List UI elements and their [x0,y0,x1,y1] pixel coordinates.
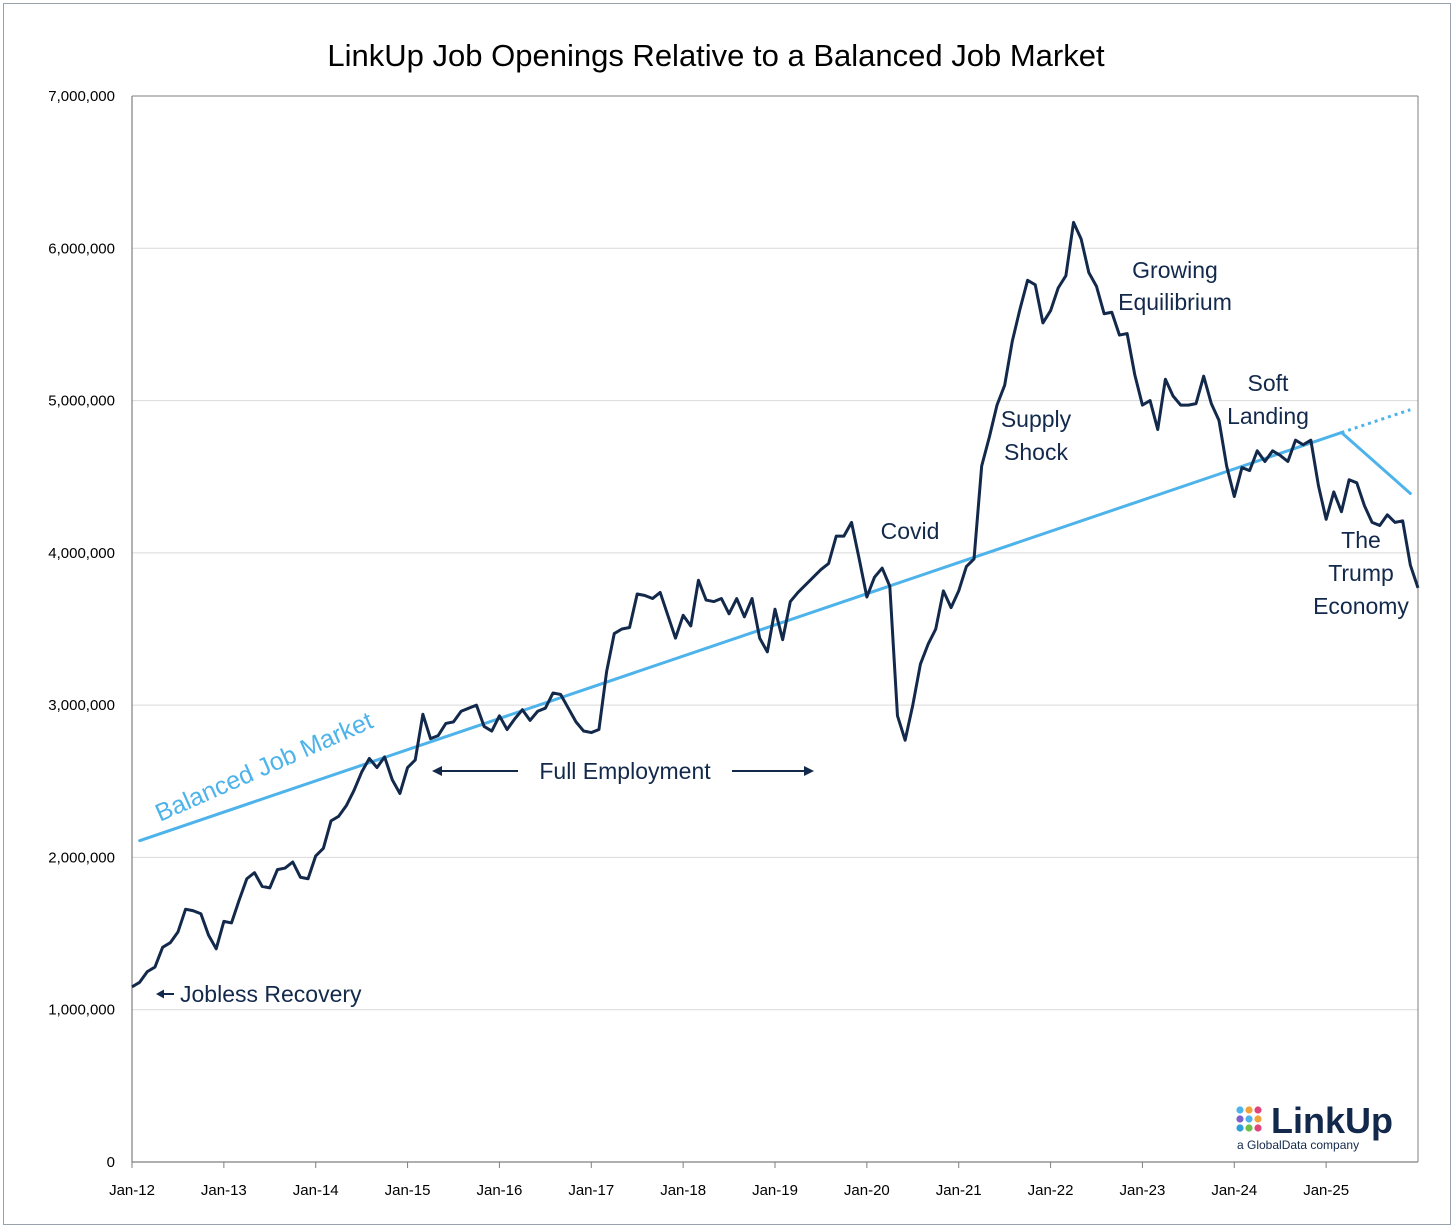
full-employment-right-arrow [732,766,814,776]
x-tick-label: Jan-19 [752,1182,798,1199]
logo-dot [1245,1115,1253,1123]
supply-shock-label-line1: Supply [1001,406,1072,432]
x-tick-label: Jan-13 [201,1182,247,1199]
logo-dot [1254,1115,1262,1123]
growing-equilibrium-label-line1: Growing [1132,257,1218,283]
x-tick-label: Jan-12 [109,1182,155,1199]
covid-label: Covid [881,518,940,544]
linkup-logo: LinkUp a GlobalData company [1236,1100,1393,1152]
logo-tagline: a GlobalData company [1237,1138,1359,1152]
logo-dot [1236,1106,1244,1114]
x-tick-label: Jan-24 [1211,1182,1257,1199]
y-axis-ticks: 0 1,000,000 2,000,000 3,000,000 4,000,000 5,0… [48,88,115,1171]
gridlines [132,95,1418,1011]
x-tick-label: Jan-21 [936,1182,982,1199]
series-lines [131,220,1420,989]
logo-dot [1245,1106,1253,1114]
jobless-recovery-label: Jobless Recovery [180,981,362,1007]
x-tick-label: Jan-14 [293,1182,339,1199]
soft-landing-label-line1: Soft [1248,370,1290,396]
x-tick-label: Jan-22 [1028,1182,1074,1199]
trump-economy-label-line3: Economy [1313,593,1409,619]
logo-dots-icon [1236,1106,1262,1132]
y-tick-label: 0 [107,1154,115,1171]
logo-dot [1254,1124,1262,1132]
trump-economy-label-line2: Trump [1328,560,1394,586]
x-tick-label: Jan-18 [660,1182,706,1199]
y-tick-label: 4,000,000 [48,545,115,562]
y-tick-label: 3,000,000 [48,697,115,714]
x-axis-ticks: Jan-12 Jan-13 Jan-14 Jan-15 Jan-16 Jan-17 Jan-… [109,1162,1349,1199]
logo-dot [1236,1124,1244,1132]
x-tick-label: Jan-23 [1119,1182,1165,1199]
logo-dot [1236,1115,1244,1123]
chart-frame [3,3,1451,1225]
y-tick-label: 6,000,000 [48,240,115,257]
y-tick-label: 7,000,000 [48,88,115,105]
supply-shock-label-line2: Shock [1004,439,1068,465]
trump-economy-label-line1: The [1341,527,1381,553]
full-employment-label: Full Employment [539,758,711,784]
balanced-market-line [1339,431,1412,495]
x-tick-label: Jan-20 [844,1182,890,1199]
full-employment-left-arrow [432,766,518,776]
soft-landing-label-line2: Landing [1227,403,1309,429]
y-tick-label: 1,000,000 [48,1002,115,1019]
logo-wordmark: LinkUp [1271,1100,1393,1141]
x-tick-label: Jan-17 [568,1182,614,1199]
x-tick-label: Jan-16 [476,1182,522,1199]
logo-dot [1245,1124,1253,1132]
logo-dot [1254,1106,1262,1114]
chart-title: LinkUp Job Openings Relative to a Balanc… [327,38,1105,73]
balanced-market-line [138,431,1343,843]
balanced-projection-line [1340,408,1411,434]
x-tick-label: Jan-15 [385,1182,431,1199]
jobless-arrow [156,989,174,999]
x-tick-label: Jan-25 [1303,1182,1349,1199]
y-tick-label: 5,000,000 [48,393,115,410]
job-openings-line [131,220,1420,989]
growing-equilibrium-label-line2: Equilibrium [1118,289,1232,315]
y-tick-label: 2,000,000 [48,849,115,866]
